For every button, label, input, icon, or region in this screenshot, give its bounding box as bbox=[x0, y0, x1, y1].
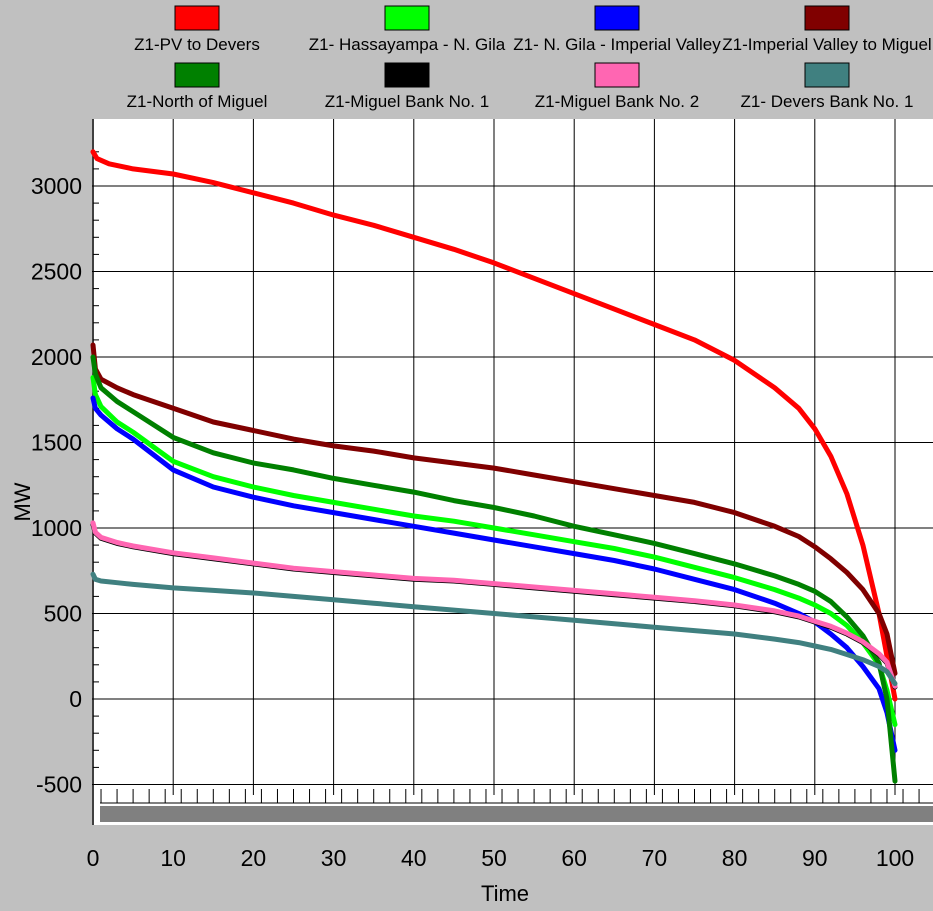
x-tick-label: 40 bbox=[401, 845, 427, 871]
series-line bbox=[90, 520, 898, 689]
x-tick-label: 0 bbox=[87, 845, 100, 871]
y-tick-label: 1500 bbox=[31, 430, 82, 456]
x-tick-label: 80 bbox=[722, 845, 748, 871]
y-tick-label: -500 bbox=[36, 772, 82, 798]
legend-swatch bbox=[594, 5, 640, 31]
y-tick-label: 1000 bbox=[31, 515, 82, 541]
series-line bbox=[90, 342, 898, 676]
series-line bbox=[90, 354, 898, 784]
x-tick-label: 50 bbox=[481, 845, 507, 871]
x-tick-label: 20 bbox=[241, 845, 267, 871]
x-tick-label: 30 bbox=[321, 845, 347, 871]
legend-swatch bbox=[174, 62, 220, 88]
x-tick-label: 70 bbox=[642, 845, 668, 871]
legend-label: Z1-Miguel Bank No. 1 bbox=[325, 92, 489, 111]
x-tick-label: 90 bbox=[802, 845, 828, 871]
x-tick-label: 60 bbox=[561, 845, 587, 871]
legend-swatch bbox=[804, 5, 850, 31]
y-tick-label: 2000 bbox=[31, 344, 82, 370]
legend-label: Z1-Miguel Bank No. 2 bbox=[535, 92, 699, 111]
y-axis-tick-labels: -500 0 500 1000 1500 2000 2500 3000 bbox=[31, 173, 82, 798]
y-tick-label: 500 bbox=[44, 601, 82, 627]
x-tick-label: 10 bbox=[160, 845, 186, 871]
legend-label: Z1-PV to Devers bbox=[134, 35, 260, 54]
legend-label: Z1- N. Gila - Imperial Valley bbox=[513, 35, 721, 54]
x-axis-tick-labels: 0 10 20 30 40 50 60 70 80 90 100 bbox=[87, 845, 915, 871]
series-line bbox=[90, 395, 898, 753]
time-scrollbar[interactable] bbox=[100, 806, 933, 822]
y-tick-label: 2500 bbox=[31, 259, 82, 285]
series-line bbox=[90, 149, 898, 702]
y-tick-label: 0 bbox=[69, 686, 82, 712]
y-tick-label: 3000 bbox=[31, 173, 82, 199]
chart-legend: Z1-PV to Devers Z1- Hassayampa - N. Gila Z… bbox=[127, 5, 932, 111]
legend-label: Z1- Devers Bank No. 1 bbox=[741, 92, 914, 111]
y-axis-label: MW bbox=[10, 482, 35, 521]
legend-label: Z1- Hassayampa - N. Gila bbox=[309, 35, 506, 54]
legend-swatch bbox=[594, 62, 640, 88]
series-line bbox=[90, 375, 898, 728]
legend-swatch bbox=[384, 62, 430, 88]
series-lines bbox=[90, 149, 898, 784]
x-axis-label: Time bbox=[481, 881, 529, 906]
legend-label: Z1-Imperial Valley to Miguel bbox=[722, 35, 931, 54]
series-line bbox=[90, 571, 898, 687]
legend-swatch bbox=[384, 5, 430, 31]
legend-label: Z1-North of Miguel bbox=[127, 92, 268, 111]
legend-swatch bbox=[174, 5, 220, 31]
legend-swatch bbox=[804, 62, 850, 88]
x-tick-label: 100 bbox=[876, 845, 914, 871]
